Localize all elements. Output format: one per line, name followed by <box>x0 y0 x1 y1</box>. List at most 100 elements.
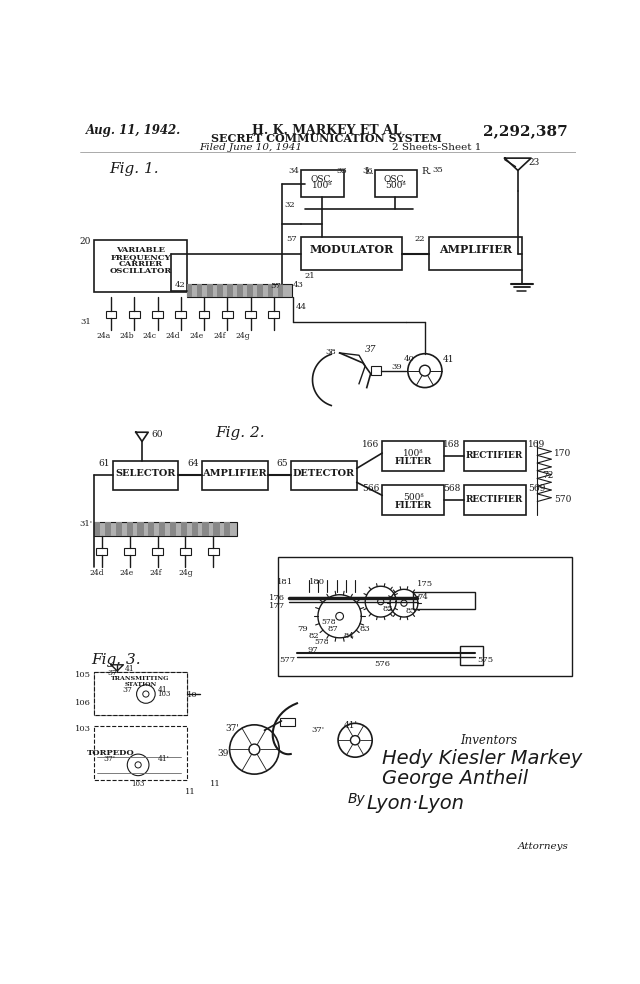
Text: 84: 84 <box>344 633 355 641</box>
Text: 177: 177 <box>269 601 285 610</box>
Bar <box>94 672 187 714</box>
Text: 106: 106 <box>75 700 91 707</box>
Bar <box>94 672 187 714</box>
Text: 576: 576 <box>374 660 390 668</box>
Text: Fig. 1.: Fig. 1. <box>109 162 159 176</box>
Bar <box>280 718 296 725</box>
Text: 175: 175 <box>417 581 433 588</box>
Text: AMPLIFIER: AMPLIFIER <box>202 469 266 478</box>
Bar <box>187 283 193 297</box>
Text: 578: 578 <box>321 618 336 626</box>
Bar <box>278 557 572 676</box>
Bar <box>187 283 292 297</box>
Text: 40: 40 <box>404 355 415 363</box>
Text: 37: 37 <box>123 686 132 694</box>
Text: 37: 37 <box>365 345 377 354</box>
Text: 38: 38 <box>325 347 336 355</box>
Bar <box>148 523 154 536</box>
Text: 24d: 24d <box>90 570 104 578</box>
Bar <box>224 523 230 536</box>
Bar <box>207 283 212 297</box>
Text: 41: 41 <box>125 665 134 673</box>
Bar <box>301 237 402 270</box>
Text: 168: 168 <box>444 440 461 449</box>
Text: L.: L. <box>364 167 374 176</box>
Text: 41: 41 <box>443 355 454 364</box>
Text: Lyon·Lyon: Lyon·Lyon <box>367 794 465 813</box>
Bar <box>208 548 219 555</box>
Bar <box>245 311 256 318</box>
Bar <box>268 283 273 297</box>
Bar <box>198 311 209 318</box>
Text: STATION: STATION <box>124 683 157 688</box>
Text: 37': 37' <box>225 724 239 733</box>
Text: George Antheil: George Antheil <box>382 769 529 788</box>
Text: OSC.: OSC. <box>384 175 407 184</box>
Text: Hedy Kiesler Markey: Hedy Kiesler Markey <box>382 750 582 769</box>
Bar <box>268 311 279 318</box>
Text: 569: 569 <box>528 484 545 493</box>
Text: 24c: 24c <box>143 333 157 340</box>
Bar <box>257 283 263 297</box>
Text: 85: 85 <box>382 605 393 613</box>
Text: 500ᴽ: 500ᴽ <box>385 181 406 190</box>
Bar <box>248 283 253 297</box>
Text: Aug. 11, 1942.: Aug. 11, 1942. <box>86 124 182 137</box>
Text: 37': 37' <box>311 726 324 734</box>
Text: OSCILLATOR: OSCILLATOR <box>109 267 172 275</box>
Bar <box>106 311 116 318</box>
Bar <box>463 485 525 515</box>
Text: 11: 11 <box>210 780 221 788</box>
Text: 57: 57 <box>286 235 297 243</box>
Text: 57: 57 <box>270 282 280 290</box>
Text: 20: 20 <box>79 237 91 246</box>
Text: 10: 10 <box>187 691 198 699</box>
Bar <box>170 523 176 536</box>
Text: Fig. 3.: Fig. 3. <box>92 653 141 667</box>
Text: 103: 103 <box>157 690 171 698</box>
Bar <box>124 548 135 555</box>
Text: FILTER: FILTER <box>395 501 432 510</box>
Bar <box>180 548 191 555</box>
Text: 24f: 24f <box>150 570 162 578</box>
Text: AMPLIFIER: AMPLIFIER <box>439 244 512 255</box>
Text: 11: 11 <box>184 788 195 796</box>
Text: SELECTOR: SELECTOR <box>115 469 175 478</box>
Text: 61: 61 <box>98 460 109 468</box>
Text: VARIABLE: VARIABLE <box>116 246 165 254</box>
Text: 577: 577 <box>279 655 296 663</box>
Bar <box>94 240 187 292</box>
Text: 578: 578 <box>314 638 329 646</box>
Text: MODULATOR: MODULATOR <box>309 244 394 255</box>
Bar <box>429 237 522 270</box>
Bar <box>94 726 187 780</box>
Text: 32: 32 <box>285 202 296 210</box>
Text: 74: 74 <box>417 593 428 601</box>
Text: Fig. 2.: Fig. 2. <box>216 426 265 440</box>
Text: R.: R. <box>421 167 431 176</box>
Bar <box>152 311 163 318</box>
Text: 180: 180 <box>308 578 324 585</box>
Text: 2,292,387: 2,292,387 <box>483 124 568 138</box>
Bar <box>113 461 179 490</box>
Bar <box>463 442 525 470</box>
Text: 24g: 24g <box>178 570 193 578</box>
Text: 44: 44 <box>296 303 307 311</box>
Text: FILTER: FILTER <box>395 457 432 465</box>
Bar <box>278 283 283 297</box>
Bar <box>301 170 344 197</box>
Bar <box>213 523 220 536</box>
Text: 2 Sheets-Sheet 1: 2 Sheets-Sheet 1 <box>392 143 481 152</box>
Text: 41: 41 <box>157 687 167 695</box>
Bar <box>127 523 132 536</box>
Text: 103: 103 <box>131 780 145 788</box>
Text: 41': 41' <box>157 755 170 763</box>
Text: 37': 37' <box>103 755 115 763</box>
Text: FREQUENCY: FREQUENCY <box>110 253 171 261</box>
Bar <box>382 442 444 470</box>
Text: 103: 103 <box>75 725 91 733</box>
Bar <box>222 311 233 318</box>
Bar <box>152 548 163 555</box>
Bar <box>180 523 187 536</box>
Text: 41': 41' <box>344 721 358 730</box>
